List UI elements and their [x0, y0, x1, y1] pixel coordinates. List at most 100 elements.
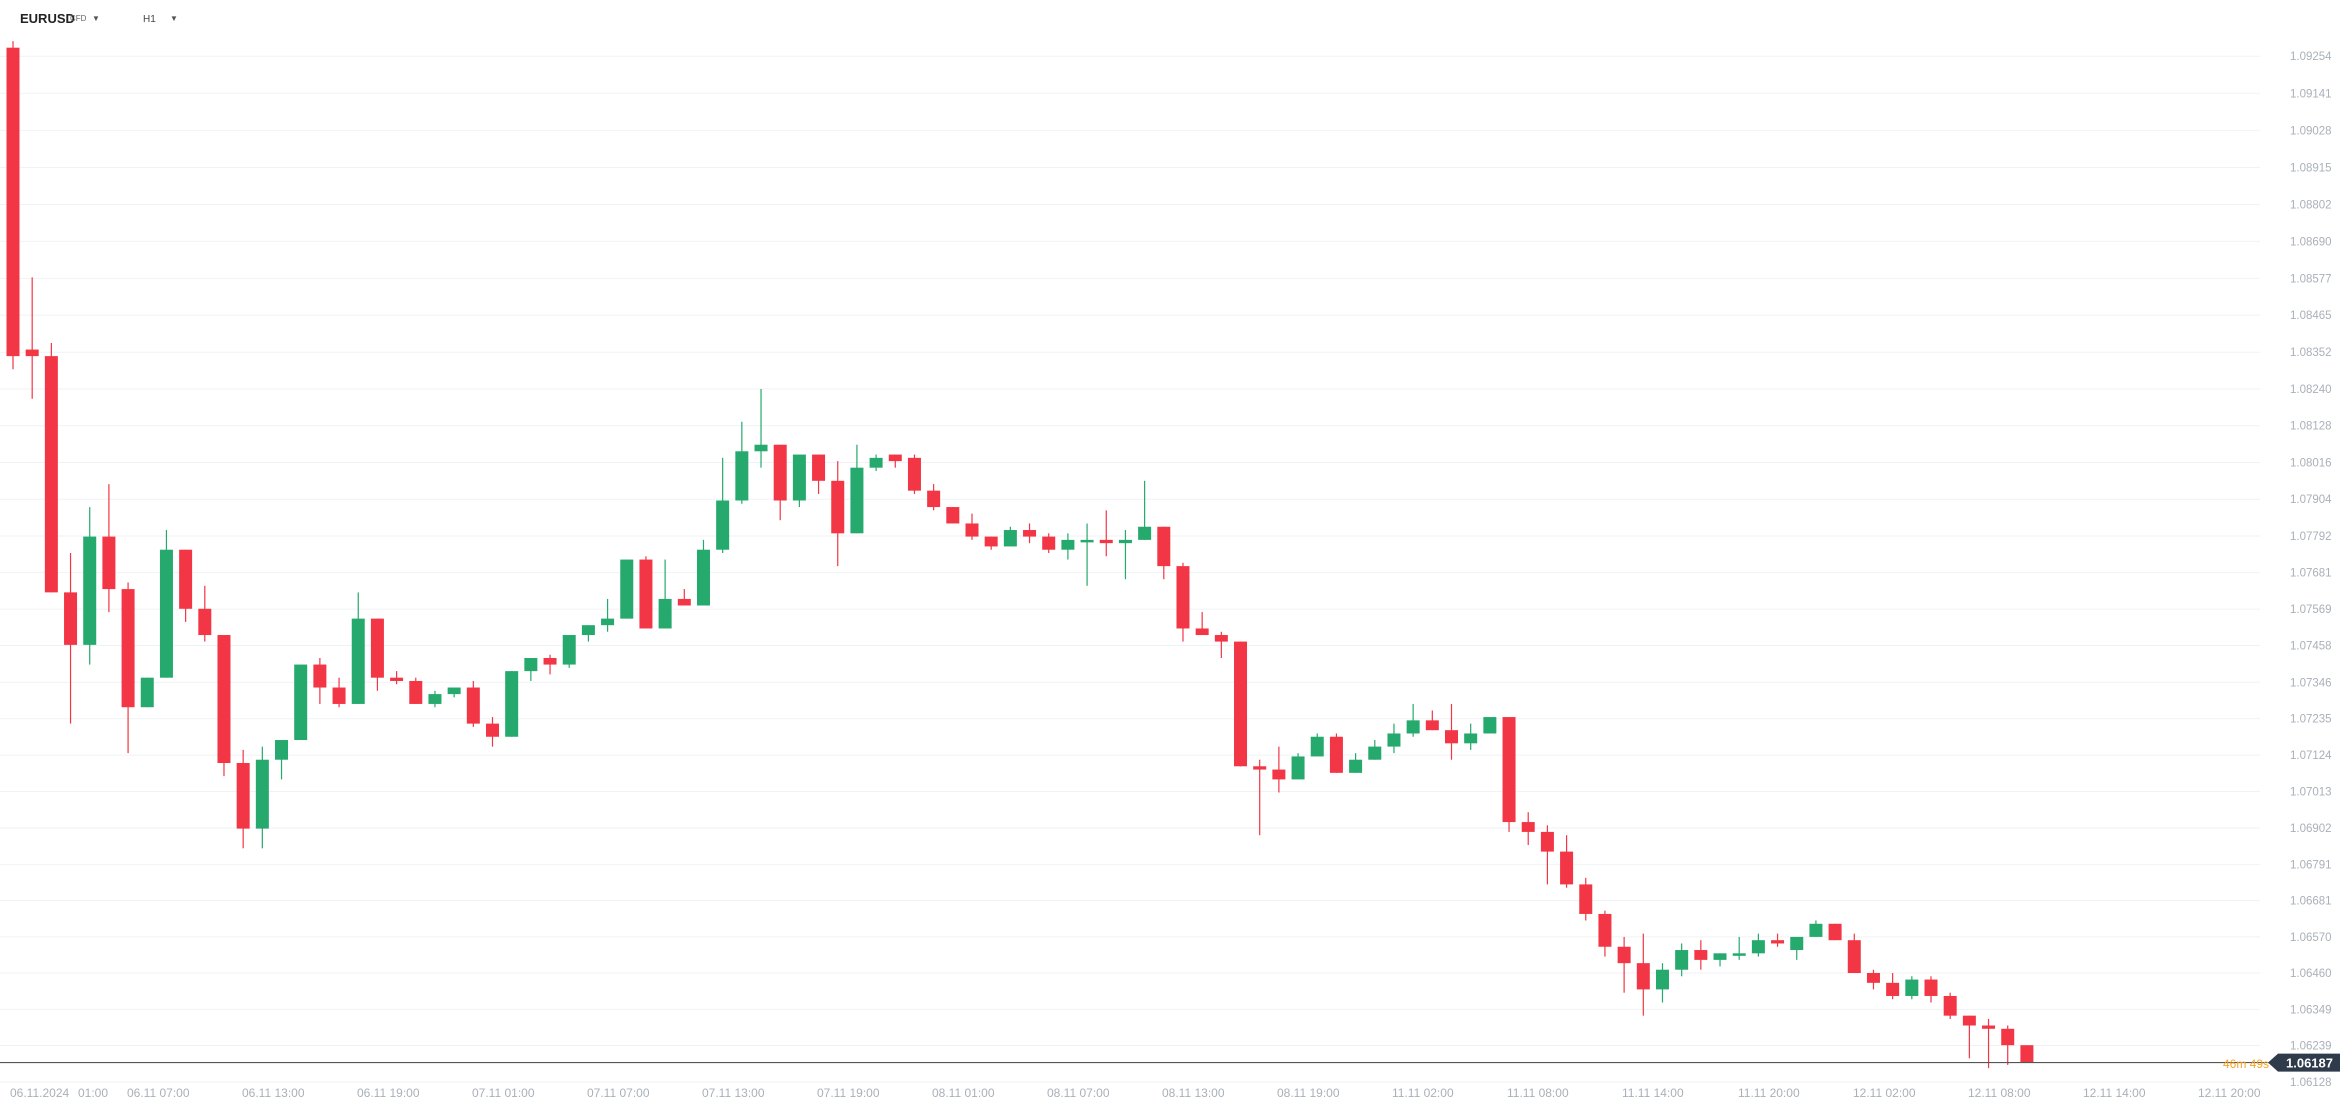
candle [1003, 526, 1017, 547]
candle-body [888, 454, 902, 462]
candle [907, 454, 921, 494]
candle-body [562, 635, 576, 665]
candle [524, 658, 538, 681]
candle [1847, 933, 1861, 973]
candle [1368, 740, 1382, 760]
candle [1828, 923, 1842, 941]
candle-body [1655, 969, 1669, 990]
candle [984, 536, 998, 550]
candle-body [812, 454, 826, 481]
candle [620, 559, 634, 619]
candle [1905, 976, 1919, 1000]
candle-body [1732, 953, 1746, 956]
candle [1502, 717, 1516, 832]
candle-body [2001, 1028, 2015, 1046]
y-tick-label: 1.06349 [2290, 1004, 2332, 1016]
candle-body [236, 763, 250, 829]
candle-body [1866, 973, 1880, 983]
candle-body [1828, 923, 1842, 941]
y-tick-label: 1.06902 [2290, 823, 2332, 835]
candle-body [1982, 1025, 1996, 1029]
candle-body [64, 592, 78, 645]
candle [1234, 641, 1248, 767]
candle [773, 444, 787, 521]
candle [1886, 973, 1900, 1000]
x-tick-label: 08.11 13:00 [1162, 1086, 1225, 1100]
candle [754, 388, 768, 468]
candle-body [1138, 526, 1152, 540]
candle [2020, 1045, 2034, 1063]
candle-body [255, 759, 269, 829]
candle-body [1291, 756, 1305, 780]
candle [543, 654, 557, 675]
candle-body [1560, 851, 1574, 885]
timeframe-selector[interactable]: H1 [143, 14, 156, 25]
candle [64, 553, 78, 724]
candle-body [543, 658, 557, 665]
candle [1521, 812, 1535, 846]
candle [1023, 523, 1037, 544]
candle [1617, 936, 1631, 993]
candle [236, 749, 250, 849]
candle-body [1310, 736, 1324, 757]
toolbar: EURUSD CFD ▼ H1 ▼ [0, 0, 400, 40]
x-tick-label: 08.11 01:00 [932, 1086, 995, 1100]
x-axis-labels: 06.11.2024 01:00 06.11 07:00 06.11 13:00 06.… [10, 1086, 2261, 1100]
candle [601, 598, 615, 632]
candle-body [1943, 995, 1957, 1016]
candle [1982, 1018, 1996, 1069]
candle-body [1406, 720, 1420, 734]
symbol-type-label: CFD [70, 14, 87, 23]
candle [1598, 910, 1612, 957]
candle-body [159, 549, 173, 678]
candle [25, 277, 39, 399]
candle-body [1234, 641, 1248, 767]
last-price-label: 1.06187 [2286, 1056, 2333, 1071]
candle-body [1886, 982, 1900, 996]
candle [1329, 733, 1343, 773]
candle-body [1214, 635, 1228, 642]
candle [1943, 992, 1957, 1019]
candle [275, 740, 289, 780]
candle [581, 625, 595, 642]
candle-body [1003, 530, 1017, 547]
candle-body [1694, 950, 1708, 960]
timeframe-dropdown-icon[interactable]: ▼ [170, 14, 178, 23]
candle-body [1080, 539, 1094, 543]
x-tick-label: 11.11 08:00 [1507, 1086, 1569, 1100]
candle [1253, 759, 1267, 836]
x-tick-label: 07.11 19:00 [817, 1086, 880, 1100]
candle [1464, 723, 1478, 750]
symbol-label[interactable]: EURUSD [20, 11, 75, 26]
candle [1099, 510, 1113, 557]
candle-body [1099, 539, 1113, 544]
candle-body [83, 536, 97, 645]
candle-body [505, 671, 519, 737]
candle [1118, 530, 1132, 580]
candle [1579, 877, 1593, 921]
candle [792, 454, 806, 508]
candle-body [102, 536, 116, 590]
x-tick-label: 06.11 13:00 [242, 1086, 305, 1100]
y-tick-label: 1.07569 [2290, 604, 2332, 616]
candle [1540, 825, 1554, 885]
candle-body [1195, 628, 1209, 636]
candle-body [447, 687, 461, 695]
candle [351, 592, 365, 704]
symbol-dropdown-icon[interactable]: ▼ [92, 14, 100, 23]
y-tick-label: 1.08465 [2290, 310, 2332, 322]
candle-body [351, 618, 365, 704]
y-tick-label: 1.06239 [2290, 1041, 2332, 1053]
x-tick-label: 07.11 13:00 [702, 1086, 765, 1100]
y-tick-label: 1.07346 [2290, 677, 2332, 689]
candle-body [428, 694, 442, 704]
y-tick-label: 1.09254 [2290, 51, 2332, 63]
candle-body [1962, 1015, 1976, 1026]
candle-body [275, 740, 289, 760]
candle-body [1502, 717, 1516, 823]
x-tick-label: 12.11 02:00 [1853, 1086, 1916, 1100]
y-tick-label: 1.08240 [2290, 384, 2332, 396]
candle-body [313, 664, 327, 688]
candle-body [1617, 946, 1631, 964]
